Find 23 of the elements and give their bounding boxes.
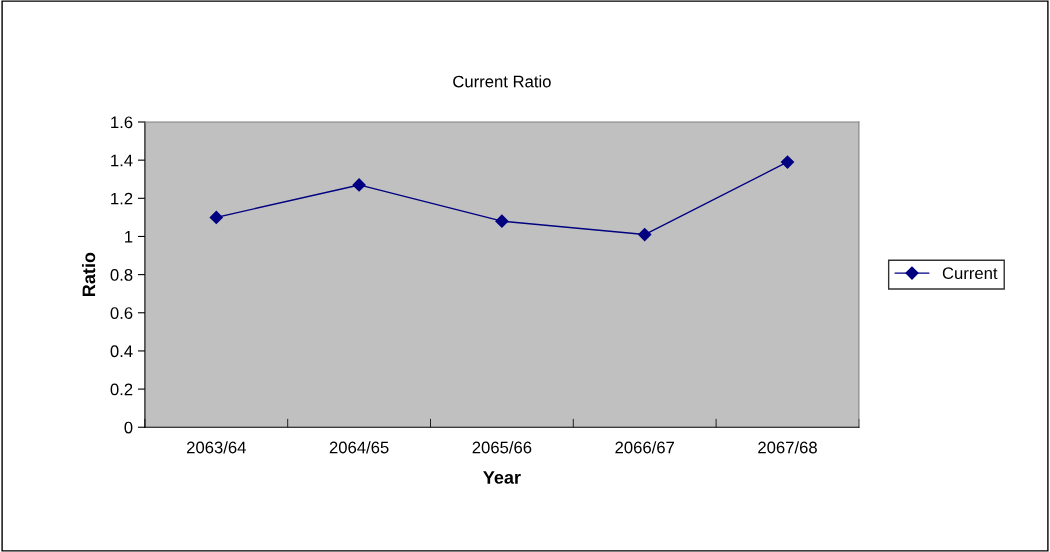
x-axis-title: Year (483, 471, 521, 484)
y-axis-title: Ratio (81, 252, 96, 296)
x-tick-label: 2065/66 (472, 441, 532, 454)
y-tick-label: 0.4 (110, 345, 133, 358)
legend-label: Current (942, 267, 998, 280)
chart-title: Current Ratio (453, 75, 551, 88)
point (495, 214, 509, 228)
x-tick-label: 2063/64 (187, 441, 246, 454)
point (209, 210, 223, 224)
point (352, 178, 366, 192)
y-tick-label: 0.2 (110, 383, 133, 396)
y-tick-label: 1.2 (111, 192, 133, 205)
y-tick-label: 0 (124, 421, 133, 434)
y-tick-label: 1.4 (111, 154, 133, 167)
point (638, 227, 652, 242)
x-tick-label: 2066/67 (615, 441, 674, 454)
y-tick-label: 1 (125, 231, 133, 243)
x-tick-label: 2067/68 (758, 441, 817, 454)
point (780, 155, 795, 169)
y-tick-label: 0.6 (110, 307, 133, 319)
y-tick-label: 1.6 (111, 116, 133, 129)
x-tick-label: 2064/65 (329, 441, 389, 454)
y-tick-label: 0.8 (110, 269, 133, 281)
